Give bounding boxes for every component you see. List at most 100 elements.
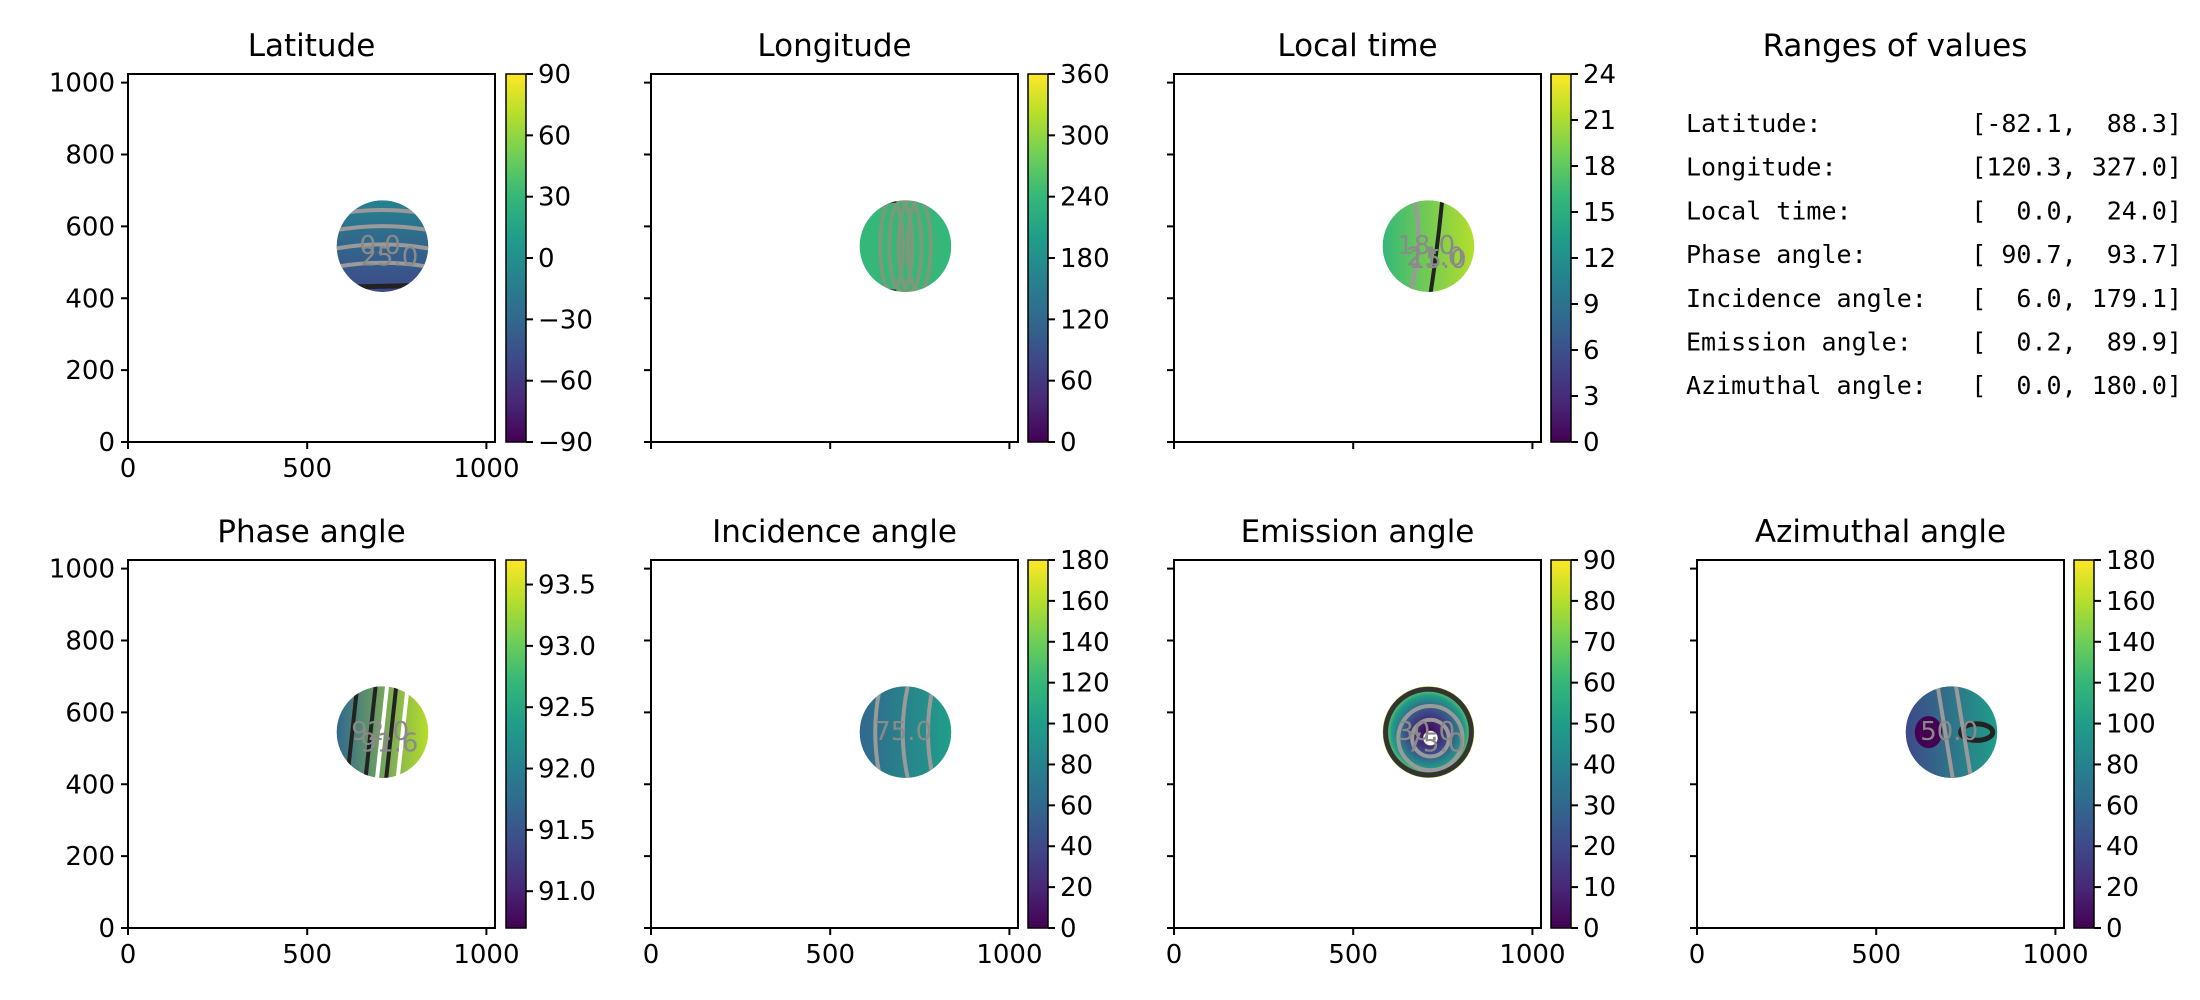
colorbar-tick-label: 80 [2106,750,2139,780]
colorbar-tick-label: 92.5 [538,693,596,723]
colorbar-tick-label: 60 [1583,669,1616,699]
contour-label: 30.0 [1397,717,1455,747]
colorbar-tick-label: 91.0 [538,877,596,907]
contour-label: 15.0 [1409,245,1467,275]
colorbar-tick-label: 92.0 [538,755,596,785]
axes-frame [1173,73,1542,443]
axes-frame [127,73,496,443]
contour-ring [1396,704,1465,773]
x-tick-label: 0 [1166,940,1183,970]
y-tick-label: 200 [65,842,115,872]
x-tick-label: 1000 [2022,940,2088,970]
colorbar-tick-label: 70 [1583,628,1616,658]
colorbar-tick-label: 20 [2106,873,2139,903]
colorbar-tick-label: 300 [1060,121,1110,151]
colorbar-tick-label: 60 [538,121,571,151]
range-label: Incidence angle: [1686,284,1927,313]
y-tick-label: 200 [65,356,115,386]
colorbar-tick-label: 160 [1060,587,1110,617]
x-tick-label: 500 [1851,940,1901,970]
contour-line [905,200,933,293]
panel-title: Ranges of values [1763,28,2028,64]
contour-line [1408,200,1421,293]
colorbar [505,559,527,929]
colorbar [1550,559,1572,929]
range-value: [ 90.7, 93.7] [1971,240,2182,269]
contour-line [363,686,378,779]
contour-label: 75.0 [874,717,932,747]
panel-title: Local time [1277,28,1437,64]
contour-label: 50.0 [1920,717,1978,747]
y-tick-label: 1000 [49,69,115,99]
colorbar [2073,559,2095,929]
colorbar-tick-label: 120 [2106,669,2156,699]
colorbar-tick-label: 3 [1583,382,1600,412]
axes-frame [650,559,1019,929]
range-label: Azimuthal angle: [1686,371,1927,400]
colorbar-tick-label: 93.0 [538,632,596,662]
panel-local-time: Local time 18.021.015.0 24 21 18 15 12 9 6 3 0 [1167,28,1616,458]
colorbar-tick-label: 0 [1583,428,1600,458]
colorbar-tick-label: 140 [1060,628,1110,658]
colorbar-tick-label: 180 [2106,546,2156,576]
disk-fill [859,200,952,293]
colorbar-tick-label: 20 [1583,832,1616,862]
colorbar-tick-label: 93.5 [538,571,596,601]
contour-center [1423,731,1438,746]
x-tick-label: 500 [1328,940,1378,970]
x-tick-label: 500 [805,940,855,970]
range-value: [ 0.0, 180.0] [1971,371,2182,400]
planet-disk [1905,686,1998,779]
colorbar-tick-label: 240 [1060,183,1110,213]
contour-line [1428,200,1445,293]
contour-label: 92.0 [351,717,409,747]
colorbar-tick-label: 140 [2106,628,2156,658]
range-label: Phase angle: [1686,240,1867,269]
colorbar-tick-label: 0 [1583,914,1600,944]
colorbar-tick-label: 24 [1583,60,1616,90]
colorbar-tick-label: 30 [1583,791,1616,821]
colorbar [505,73,527,443]
contour-line [336,260,429,269]
colorbar-tick-label: 10 [1583,873,1616,903]
colorbar-tick-label: 120 [1060,305,1110,335]
panel-longitude: Longitude 360 300 240 180 120 60 0 [644,28,1110,458]
x-tick-label: 0 [643,940,660,970]
colorbar-tick-label: 60 [1060,791,1093,821]
colorbar-tick-label: −60 [538,367,593,397]
contour-line [336,282,429,290]
colorbar-tick-label: 100 [2106,710,2156,740]
colorbar-tick-label: 18 [1583,152,1616,182]
contour-line [1935,686,1955,779]
contour-ring [1410,717,1451,759]
colorbar-tick-label: 60 [2106,791,2139,821]
panel-title: Longitude [757,28,911,64]
panel-title: Azimuthal angle [1755,514,2006,550]
colorbar-tick-label: 0 [1060,914,1077,944]
colorbar-tick-label: 30 [538,183,571,213]
y-tick-label: 800 [65,627,115,657]
x-tick-label: 500 [282,940,332,970]
colorbar-tick-label: 40 [1060,832,1093,862]
x-tick-label: 1000 [1499,940,1565,970]
x-tick-label: 500 [282,454,332,484]
range-value: [120.3, 327.0] [1971,153,2182,182]
colorbar-tick-label: 160 [2106,587,2156,617]
colorbar-tick-label: 80 [1060,750,1093,780]
contour-line [336,242,429,251]
colorbar-tick-label: 60 [1060,367,1093,397]
contour-line [345,686,360,779]
colorbar-tick-label: 0 [538,244,555,274]
panel-title: Phase angle [217,514,405,550]
axes-frame [1173,559,1542,929]
contour-line [395,686,410,779]
planet-disk [859,200,952,293]
colorbar [1027,559,1049,929]
contour-line [878,200,906,293]
contour-label: 75.0 [1406,729,1464,759]
colorbar-tick-label: 91.5 [538,816,596,846]
range-value: [-82.1, 88.3] [1971,109,2182,138]
